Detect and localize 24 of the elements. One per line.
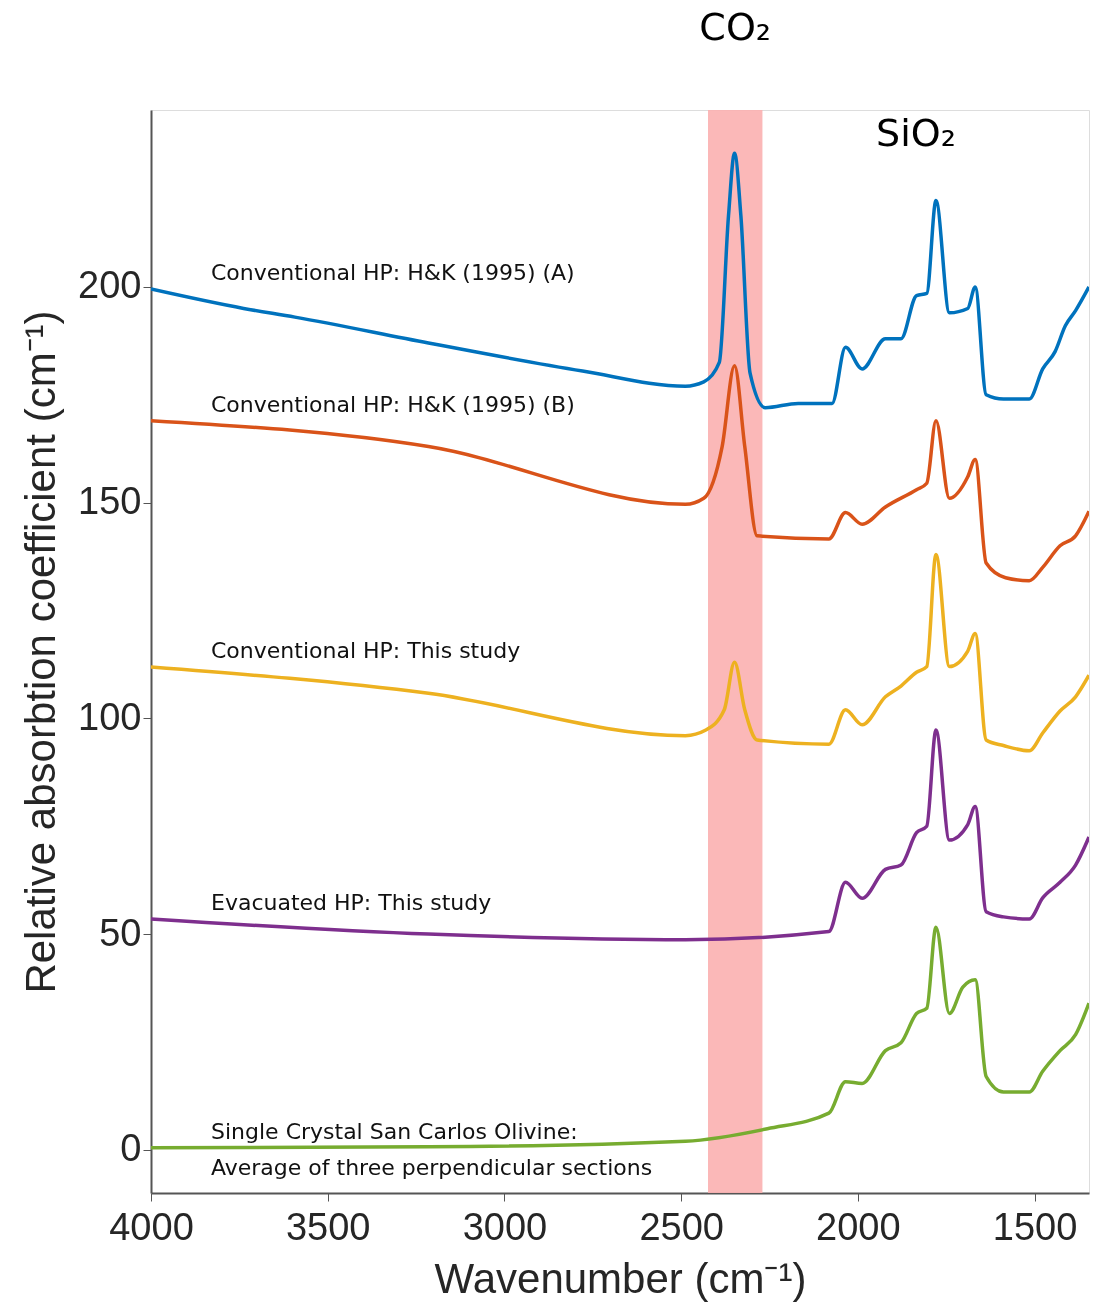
x-tick-label: 2000 bbox=[816, 1205, 901, 1248]
x-tick-label: 3000 bbox=[462, 1205, 548, 1248]
y-tick-label: 200 bbox=[78, 264, 142, 307]
series-label: Single Crystal San Carlos Olivine: Average of three perpendicular sections bbox=[211, 1118, 653, 1180]
band-label: CO₂ bbox=[699, 5, 772, 49]
x-tick-label: 2500 bbox=[639, 1205, 724, 1248]
annotation: SiO₂ bbox=[876, 111, 956, 155]
series-label: Conventional HP: This study bbox=[211, 638, 521, 664]
x-axis-title: Wavenumber (cm⁻¹) bbox=[434, 1254, 807, 1302]
x-tick-label: 1500 bbox=[992, 1205, 1078, 1248]
line-series bbox=[151, 552, 1089, 753]
x-tick-label: 3500 bbox=[285, 1205, 371, 1248]
y-tick-label: 50 bbox=[99, 911, 142, 954]
series-label: Evacuated HP: This study bbox=[211, 890, 492, 916]
line-series bbox=[151, 364, 1089, 583]
line-series bbox=[151, 925, 1089, 1150]
y-tick-label: 100 bbox=[78, 695, 142, 738]
series-label: Conventional HP: H&K (1995) (B) bbox=[211, 391, 575, 417]
series-label: Conventional HP: H&K (1995) (A) bbox=[211, 260, 575, 286]
y-axis-title: Relative absorbtion coefficient (cm⁻¹) bbox=[17, 310, 65, 994]
line-series bbox=[151, 728, 1089, 942]
y-tick-label: 0 bbox=[120, 1127, 142, 1170]
y-tick-label: 150 bbox=[78, 480, 142, 523]
x-tick-label: 4000 bbox=[109, 1205, 194, 1248]
